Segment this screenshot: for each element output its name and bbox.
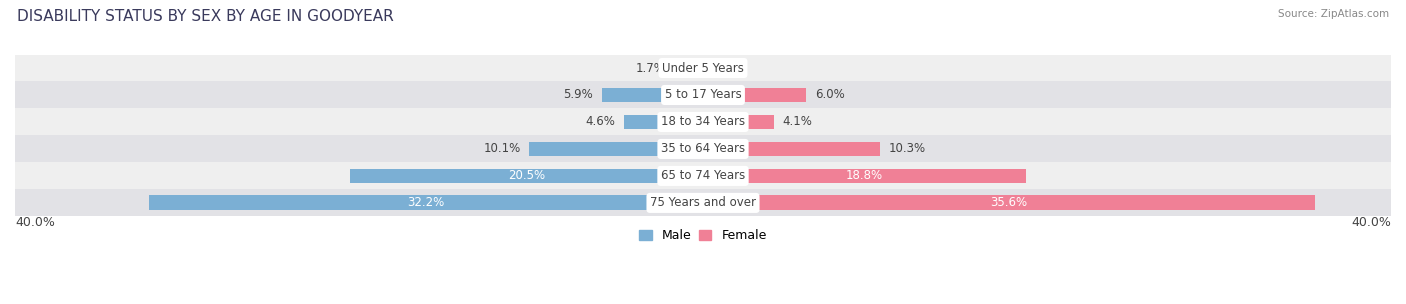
Bar bbox=[15, 136, 1391, 162]
Text: 75 Years and over: 75 Years and over bbox=[650, 196, 756, 209]
Bar bbox=[149, 195, 703, 210]
Bar bbox=[350, 168, 703, 183]
Bar bbox=[529, 142, 703, 156]
Text: 35.6%: 35.6% bbox=[991, 196, 1028, 209]
Text: 35 to 64 Years: 35 to 64 Years bbox=[661, 143, 745, 155]
Text: 40.0%: 40.0% bbox=[1351, 216, 1391, 230]
Text: 18.8%: 18.8% bbox=[846, 169, 883, 182]
Text: 20.5%: 20.5% bbox=[508, 169, 546, 182]
Bar bbox=[15, 162, 1391, 189]
Text: 5.9%: 5.9% bbox=[564, 88, 593, 102]
Bar bbox=[703, 115, 773, 130]
Text: 4.1%: 4.1% bbox=[782, 116, 813, 129]
Text: 1.7%: 1.7% bbox=[636, 61, 665, 74]
Bar bbox=[673, 60, 703, 75]
Bar bbox=[703, 88, 806, 102]
Bar bbox=[15, 189, 1391, 216]
Bar bbox=[15, 109, 1391, 136]
Text: 10.3%: 10.3% bbox=[889, 143, 927, 155]
Text: 40.0%: 40.0% bbox=[15, 216, 55, 230]
Text: 5 to 17 Years: 5 to 17 Years bbox=[665, 88, 741, 102]
Bar bbox=[15, 81, 1391, 109]
Text: 18 to 34 Years: 18 to 34 Years bbox=[661, 116, 745, 129]
Bar bbox=[703, 195, 1316, 210]
Text: 10.1%: 10.1% bbox=[484, 143, 520, 155]
Bar bbox=[703, 168, 1026, 183]
Text: 0.0%: 0.0% bbox=[711, 61, 741, 74]
Bar bbox=[602, 88, 703, 102]
Legend: Male, Female: Male, Female bbox=[636, 225, 770, 246]
Bar bbox=[624, 115, 703, 130]
Text: DISABILITY STATUS BY SEX BY AGE IN GOODYEAR: DISABILITY STATUS BY SEX BY AGE IN GOODY… bbox=[17, 9, 394, 24]
Bar bbox=[15, 54, 1391, 81]
Text: 6.0%: 6.0% bbox=[815, 88, 845, 102]
Bar bbox=[703, 142, 880, 156]
Text: Source: ZipAtlas.com: Source: ZipAtlas.com bbox=[1278, 9, 1389, 19]
Text: 32.2%: 32.2% bbox=[408, 196, 444, 209]
Text: 4.6%: 4.6% bbox=[585, 116, 616, 129]
Text: Under 5 Years: Under 5 Years bbox=[662, 61, 744, 74]
Text: 65 to 74 Years: 65 to 74 Years bbox=[661, 169, 745, 182]
